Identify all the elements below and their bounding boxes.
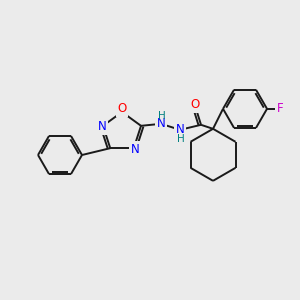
Text: F: F bbox=[277, 102, 283, 115]
Text: N: N bbox=[98, 120, 106, 133]
Text: N: N bbox=[176, 123, 184, 136]
Text: N: N bbox=[157, 117, 165, 130]
Text: O: O bbox=[190, 98, 200, 111]
Text: O: O bbox=[117, 103, 127, 116]
Text: N: N bbox=[130, 143, 139, 156]
Text: H: H bbox=[177, 134, 185, 144]
Text: H: H bbox=[158, 111, 166, 121]
